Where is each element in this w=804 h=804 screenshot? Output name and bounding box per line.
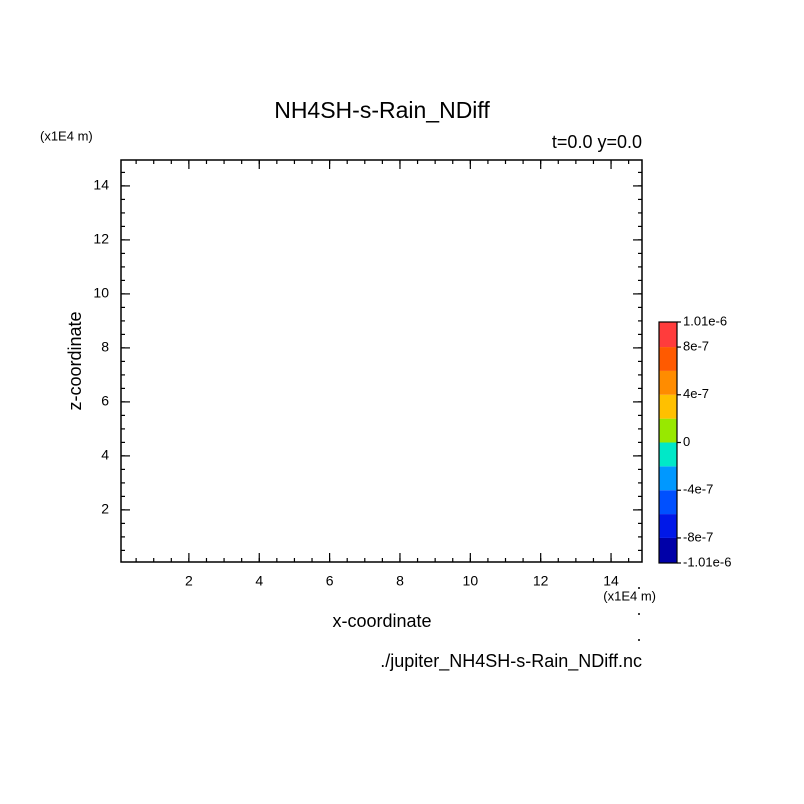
- dot: [638, 639, 640, 641]
- colorbar-tick-label: 1.01e-6: [683, 313, 727, 328]
- y-tick-label: 14: [93, 177, 109, 193]
- x-tick-label: 10: [463, 573, 479, 589]
- colorbar-band: [659, 490, 677, 515]
- y-tick-label: 12: [93, 231, 109, 247]
- chart-title: NH4SH-s-Rain_NDiff: [274, 97, 490, 123]
- y-tick-label: 4: [101, 447, 109, 463]
- colorbar-band: [659, 347, 677, 371]
- colorbar-band: [659, 418, 677, 443]
- colorbar-tick-label: 0: [683, 434, 690, 449]
- y-tick-label: 8: [101, 339, 109, 355]
- dot: [638, 613, 640, 615]
- x-tick-label: 12: [533, 573, 549, 589]
- colorbar-band: [659, 514, 677, 538]
- x-tick-label: 8: [396, 573, 404, 589]
- colorbar-band: [659, 537, 677, 563]
- footer: ./jupiter_NH4SH-s-Rain_NDiff.nc: [380, 651, 642, 672]
- y-tick-label: 6: [101, 393, 109, 409]
- colorbar-tick-label: -1.01e-6: [683, 554, 731, 569]
- y-tick-label: 10: [93, 285, 109, 301]
- x-unit: (x1E4 m): [603, 588, 656, 603]
- subtitle: t=0.0 y=0.0: [552, 132, 642, 152]
- colorbar-band: [659, 442, 677, 467]
- x-tick-label: 14: [603, 573, 619, 589]
- colorbar-tick-label: -8e-7: [683, 529, 713, 544]
- colorbar-tick-label: -4e-7: [683, 482, 713, 497]
- x-axis-label: x-coordinate: [332, 611, 431, 631]
- colorbar-band: [659, 370, 677, 395]
- x-tick-label: 2: [185, 573, 193, 589]
- x-tick-label: 4: [255, 573, 263, 589]
- y-unit: (x1E4 m): [40, 128, 93, 143]
- y-axis-label: z-coordinate: [65, 311, 85, 410]
- colorbar-band: [659, 322, 677, 348]
- x-tick-label: 6: [326, 573, 334, 589]
- colorbar-tick-label: 8e-7: [683, 338, 709, 353]
- colorbar-band: [659, 466, 677, 491]
- y-tick-label: 2: [101, 501, 109, 517]
- dot: [638, 587, 640, 589]
- colorbar-tick-label: 4e-7: [683, 386, 709, 401]
- colorbar-band: [659, 394, 677, 419]
